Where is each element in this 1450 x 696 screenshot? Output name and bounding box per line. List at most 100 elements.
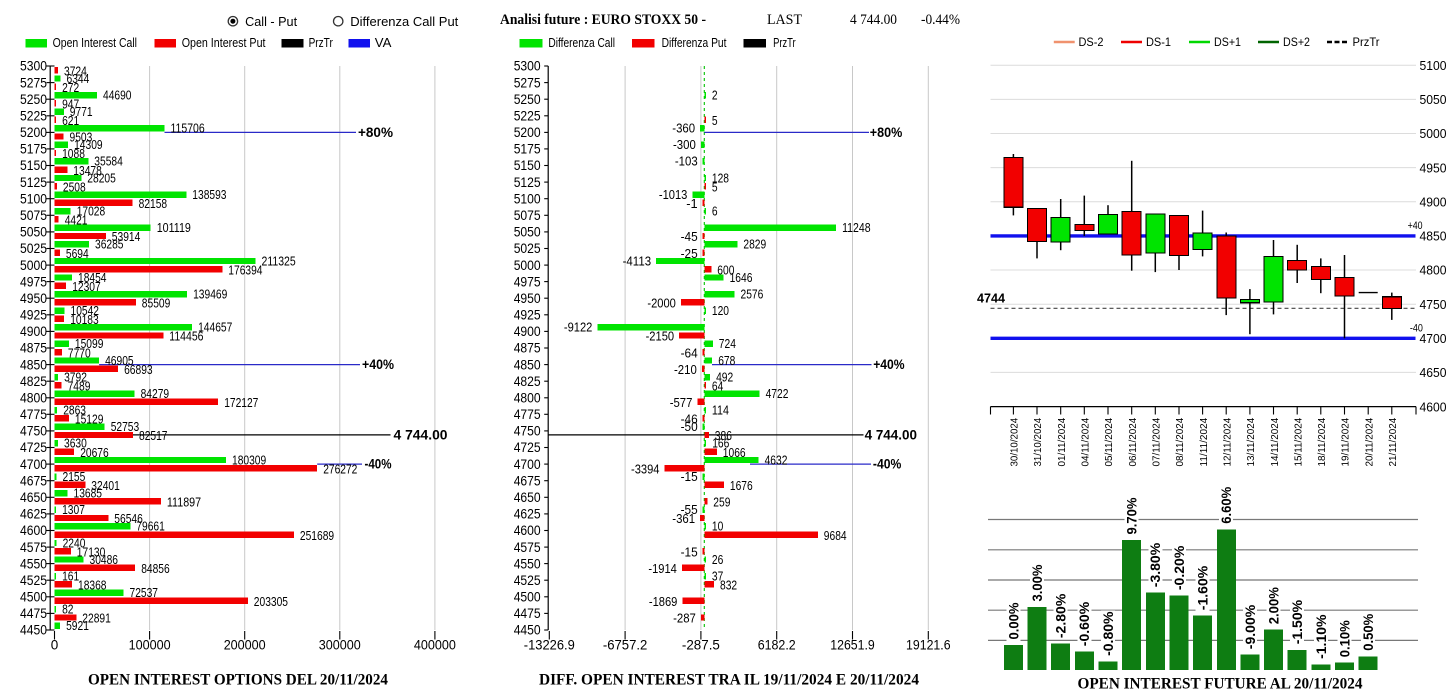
svg-text:13685: 13685 bbox=[74, 487, 103, 501]
svg-text:Differenza Call: Differenza Call bbox=[548, 36, 615, 50]
svg-text:5050: 5050 bbox=[20, 225, 47, 240]
svg-text:4950: 4950 bbox=[20, 291, 47, 306]
svg-text:PrzTr: PrzTr bbox=[1353, 37, 1380, 49]
svg-text:4421: 4421 bbox=[65, 214, 88, 228]
svg-text:600: 600 bbox=[717, 263, 734, 277]
svg-text:-3.80%: -3.80% bbox=[1148, 543, 1163, 587]
svg-text:-360: -360 bbox=[672, 122, 695, 136]
svg-text:5275: 5275 bbox=[20, 75, 47, 90]
svg-text:5200: 5200 bbox=[20, 125, 47, 140]
svg-text:7770: 7770 bbox=[68, 346, 91, 360]
svg-text:7489: 7489 bbox=[68, 380, 91, 394]
svg-text:176394: 176394 bbox=[228, 263, 262, 277]
svg-text:139469: 139469 bbox=[193, 287, 227, 301]
svg-text:05/11/2024: 05/11/2024 bbox=[1103, 418, 1115, 467]
svg-text:19121.6: 19121.6 bbox=[906, 638, 951, 653]
svg-text:4850: 4850 bbox=[20, 357, 47, 372]
svg-text:-6757.2: -6757.2 bbox=[603, 638, 648, 653]
svg-text:10183: 10183 bbox=[70, 313, 99, 327]
svg-text:-13226.9: -13226.9 bbox=[524, 638, 575, 653]
svg-text:22891: 22891 bbox=[82, 612, 111, 626]
svg-text:5300: 5300 bbox=[514, 59, 541, 74]
svg-text:31/10/2024: 31/10/2024 bbox=[1032, 418, 1044, 467]
svg-text:-287: -287 bbox=[673, 612, 696, 626]
svg-text:5275: 5275 bbox=[514, 75, 541, 90]
svg-text:4 744.00: 4 744.00 bbox=[394, 427, 448, 443]
svg-text:15/11/2024: 15/11/2024 bbox=[1292, 418, 1304, 467]
svg-text:4650: 4650 bbox=[514, 490, 541, 505]
svg-text:72537: 72537 bbox=[130, 586, 159, 600]
svg-text:4975: 4975 bbox=[514, 274, 541, 289]
svg-text:-2000: -2000 bbox=[647, 297, 676, 311]
svg-text:4632: 4632 bbox=[765, 453, 788, 467]
svg-text:5000: 5000 bbox=[514, 258, 541, 273]
svg-text:4725: 4725 bbox=[514, 440, 541, 455]
svg-text:07/11/2024: 07/11/2024 bbox=[1151, 418, 1163, 467]
svg-text:4575: 4575 bbox=[514, 540, 541, 555]
svg-text:0.10%: 0.10% bbox=[1337, 620, 1352, 657]
svg-text:12307: 12307 bbox=[72, 280, 101, 294]
svg-text:724: 724 bbox=[719, 337, 736, 351]
svg-text:-103: -103 bbox=[675, 155, 698, 169]
svg-text:DS-1: DS-1 bbox=[1146, 37, 1171, 49]
svg-text:492: 492 bbox=[716, 370, 733, 384]
svg-text:-2150: -2150 bbox=[646, 330, 675, 344]
svg-text:114456: 114456 bbox=[169, 330, 203, 344]
svg-text:5300: 5300 bbox=[20, 59, 47, 74]
svg-text:5075: 5075 bbox=[514, 208, 541, 223]
svg-text:08/11/2024: 08/11/2024 bbox=[1174, 418, 1186, 467]
svg-text:-46: -46 bbox=[681, 413, 698, 427]
svg-text:OPEN INTEREST OPTIONS DEL 20/1: OPEN INTEREST OPTIONS DEL 20/11/2024 bbox=[88, 671, 388, 688]
svg-text:4700: 4700 bbox=[1420, 331, 1447, 346]
svg-text:53914: 53914 bbox=[112, 230, 141, 244]
svg-text:-9.00%: -9.00% bbox=[1243, 605, 1258, 649]
svg-text:4500: 4500 bbox=[514, 590, 541, 605]
svg-text:13478: 13478 bbox=[73, 164, 102, 178]
svg-text:161: 161 bbox=[62, 569, 79, 583]
svg-text:4450: 4450 bbox=[20, 623, 47, 638]
svg-text:DS+1: DS+1 bbox=[1214, 37, 1241, 49]
svg-text:138593: 138593 bbox=[192, 188, 226, 202]
svg-text:2576: 2576 bbox=[741, 287, 764, 301]
svg-text:300000: 300000 bbox=[319, 638, 361, 653]
svg-text:4675: 4675 bbox=[20, 473, 47, 488]
svg-text:1066: 1066 bbox=[723, 446, 746, 460]
svg-text:-1.10%: -1.10% bbox=[1314, 615, 1329, 659]
svg-text:13/11/2024: 13/11/2024 bbox=[1245, 418, 1257, 467]
svg-text:DS+2: DS+2 bbox=[1283, 37, 1310, 49]
svg-text:5025: 5025 bbox=[514, 241, 541, 256]
svg-text:4744: 4744 bbox=[977, 292, 1005, 306]
svg-text:6182.2: 6182.2 bbox=[758, 638, 796, 653]
svg-text:6: 6 bbox=[712, 205, 718, 219]
svg-text:5100: 5100 bbox=[1420, 58, 1447, 73]
svg-text:+80%: +80% bbox=[358, 125, 393, 140]
svg-text:-45: -45 bbox=[681, 230, 698, 244]
svg-text:3.00%: 3.00% bbox=[1030, 565, 1045, 602]
svg-text:1307: 1307 bbox=[62, 503, 85, 517]
svg-text:5250: 5250 bbox=[514, 92, 541, 107]
svg-text:DS-2: DS-2 bbox=[1079, 37, 1104, 49]
svg-text:4750: 4750 bbox=[1420, 297, 1447, 312]
svg-text:832: 832 bbox=[720, 579, 737, 593]
svg-text:85509: 85509 bbox=[142, 297, 171, 311]
svg-text:84279: 84279 bbox=[141, 387, 170, 401]
svg-text:4700: 4700 bbox=[514, 457, 541, 472]
svg-text:18/11/2024: 18/11/2024 bbox=[1316, 418, 1328, 467]
svg-text:35584: 35584 bbox=[94, 155, 123, 169]
svg-text:2240: 2240 bbox=[63, 536, 86, 550]
svg-text:4850: 4850 bbox=[1420, 229, 1447, 244]
svg-text:5175: 5175 bbox=[20, 142, 47, 157]
svg-text:4625: 4625 bbox=[514, 507, 541, 522]
svg-text:128: 128 bbox=[712, 171, 729, 185]
svg-text:6.60%: 6.60% bbox=[1219, 487, 1234, 524]
svg-text:5100: 5100 bbox=[20, 191, 47, 206]
svg-text:947: 947 bbox=[62, 98, 79, 112]
svg-text:200000: 200000 bbox=[224, 638, 266, 653]
svg-text:2: 2 bbox=[712, 88, 718, 102]
svg-text:2155: 2155 bbox=[63, 470, 86, 484]
svg-text:-1869: -1869 bbox=[649, 595, 678, 609]
svg-text:18454: 18454 bbox=[78, 271, 107, 285]
svg-text:4525: 4525 bbox=[20, 573, 47, 588]
svg-text:14309: 14309 bbox=[74, 138, 103, 152]
svg-text:4925: 4925 bbox=[514, 308, 541, 323]
